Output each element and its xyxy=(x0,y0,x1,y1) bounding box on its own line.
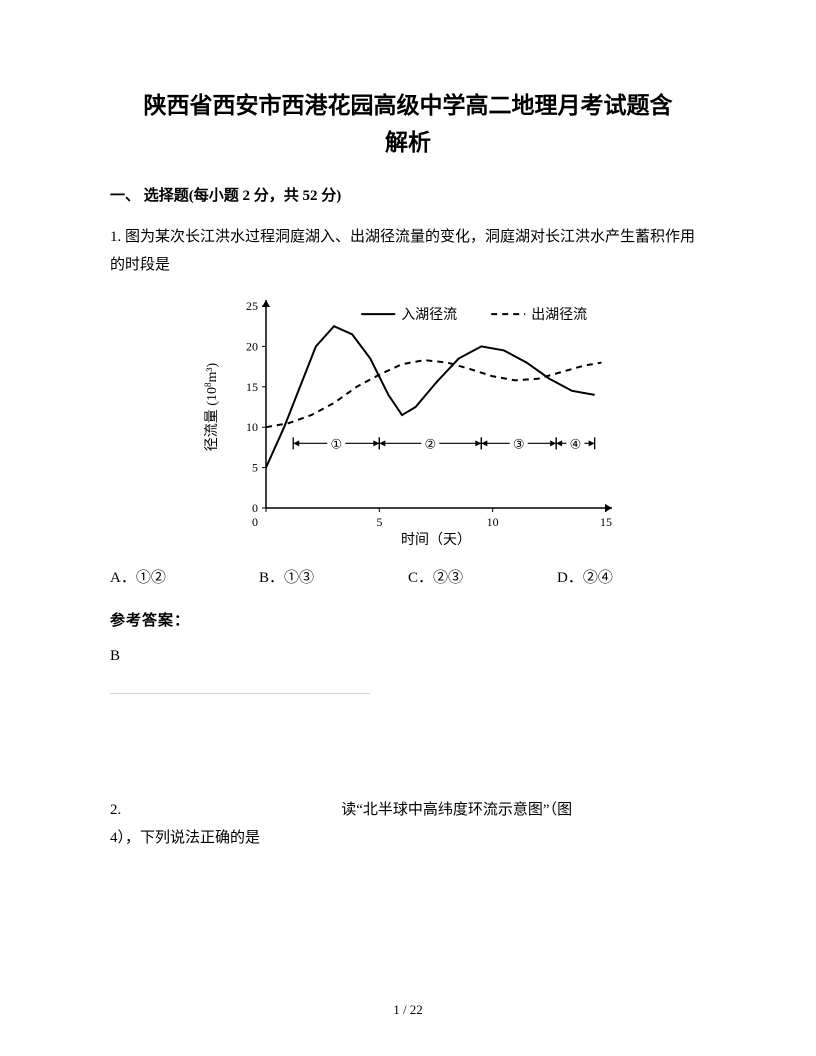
svg-text:④: ④ xyxy=(570,436,582,451)
svg-text:0: 0 xyxy=(252,515,258,529)
option-a: A．①② xyxy=(110,566,259,587)
svg-text:③: ③ xyxy=(513,436,525,451)
question-2-line2: 4），下列说法正确的是 xyxy=(110,830,260,846)
svg-text:10: 10 xyxy=(246,420,258,434)
svg-text:15: 15 xyxy=(600,515,612,529)
option-c: C．②③ xyxy=(408,566,557,587)
question-2-line1: 读“北半球中高纬度环流示意图”（图 xyxy=(341,802,572,818)
page-title: 陕西省西安市西港花园高级中学高二地理月考试题含 解析 xyxy=(110,88,706,162)
question-2-prefix: 2. xyxy=(110,802,121,818)
title-line-1: 陕西省西安市西港花园高级中学高二地理月考试题含 xyxy=(144,93,673,118)
svg-text:10: 10 xyxy=(487,515,499,529)
option-d: D．②④ xyxy=(557,566,706,587)
page-footer: 1 / 22 xyxy=(0,1002,816,1018)
answer-label: 参考答案： xyxy=(110,609,706,630)
runoff-chart: 0 5 10 15 20 25 5 10 15 0 时间（天） 径流量 (108m³) ① ② ③ ④ 入湖径流… xyxy=(198,292,618,552)
svg-text:径流量 (108m³): 径流量 (108m³) xyxy=(203,362,220,451)
question-1-options: A．①② B．①③ C．②③ D．②④ xyxy=(110,566,706,587)
svg-text:25: 25 xyxy=(246,299,258,313)
answer-value: B xyxy=(110,648,706,665)
section-header: 一、 选择题(每小题 2 分，共 52 分) xyxy=(110,184,706,205)
chart-container: 0 5 10 15 20 25 5 10 15 0 时间（天） 径流量 (108m³) ① ② ③ ④ 入湖径流… xyxy=(110,292,706,552)
svg-text:0: 0 xyxy=(252,501,258,515)
svg-text:出湖径流: 出湖径流 xyxy=(531,307,587,323)
question-1-text: 1. 图为某次长江洪水过程洞庭湖入、出湖径流量的变化，洞庭湖对长江洪水产生蓄积作… xyxy=(110,223,706,280)
svg-text:20: 20 xyxy=(246,339,258,353)
svg-text:入湖径流: 入湖径流 xyxy=(401,307,457,323)
svg-text:②: ② xyxy=(425,436,437,451)
svg-text:①: ① xyxy=(330,436,342,451)
svg-text:15: 15 xyxy=(246,379,258,393)
svg-text:5: 5 xyxy=(376,515,382,529)
option-b: B．①③ xyxy=(259,566,408,587)
title-line-2: 解析 xyxy=(385,130,431,155)
svg-text:5: 5 xyxy=(252,460,258,474)
svg-text:时间（天）: 时间（天） xyxy=(401,532,471,548)
question-2-text: 2. 读“北半球中高纬度环流示意图”（图 4），下列说法正确的是 xyxy=(110,796,706,853)
faint-image-placeholder xyxy=(110,693,370,706)
